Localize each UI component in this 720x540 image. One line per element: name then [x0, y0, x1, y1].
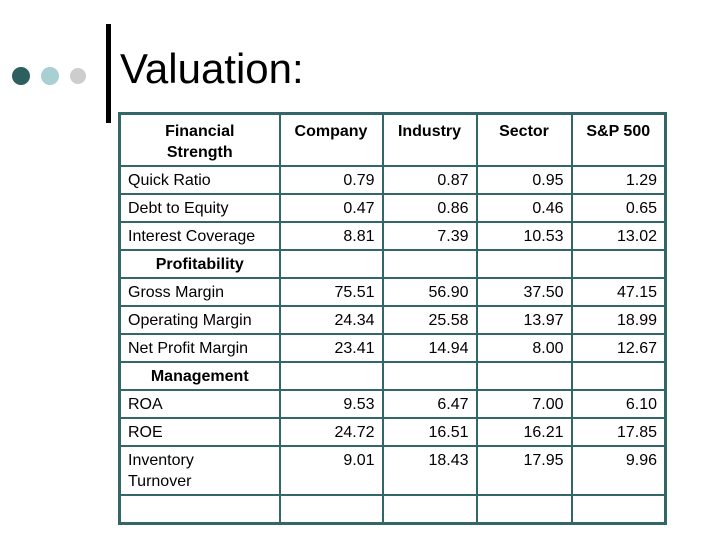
- valuation-table-container: Financial Strength Company Industry Sect…: [118, 112, 667, 525]
- cell-value: [381, 361, 478, 391]
- section-row: Profitability: [118, 249, 667, 279]
- column-header-sector: Sector: [475, 112, 573, 167]
- cell-value: [278, 361, 384, 391]
- row-label: ROE: [118, 417, 281, 447]
- cell-value: 12.67: [570, 333, 667, 363]
- cell-value: [570, 249, 667, 279]
- column-header-industry: Industry: [381, 112, 478, 167]
- cell-value: [381, 249, 478, 279]
- table-body: Quick Ratio 0.79 0.87 0.95 1.29 Debt to Equit…: [118, 165, 667, 524]
- cell-value: [475, 494, 573, 524]
- cell-value: 17.95: [475, 445, 573, 496]
- cell-value: 24.72: [278, 417, 384, 447]
- cell-value: 16.51: [381, 417, 478, 447]
- cell-value: 23.41: [278, 333, 384, 363]
- cell-value: 18.43: [381, 445, 478, 496]
- cell-value: 0.86: [381, 193, 478, 223]
- header-row: Financial Strength Company Industry Sect…: [118, 112, 667, 167]
- row-label: [118, 494, 281, 524]
- cell-value: 0.95: [475, 165, 573, 195]
- cell-value: [278, 494, 384, 524]
- cell-value: 0.46: [475, 193, 573, 223]
- cell-value: 0.47: [278, 193, 384, 223]
- cell-value: [475, 361, 573, 391]
- table-row: Debt to Equity 0.47 0.86 0.46 0.65: [118, 193, 667, 223]
- cell-value: 37.50: [475, 277, 573, 307]
- cell-value: 7.39: [381, 221, 478, 251]
- column-header-sp500: S&P 500: [570, 112, 667, 167]
- cell-value: 0.87: [381, 165, 478, 195]
- section-row: Management: [118, 361, 667, 391]
- valuation-table: Financial Strength Company Industry Sect…: [118, 112, 667, 525]
- row-label: Operating Margin: [118, 305, 281, 335]
- row-label: Interest Coverage: [118, 221, 281, 251]
- cell-value: 25.58: [381, 305, 478, 335]
- cell-value: 0.79: [278, 165, 384, 195]
- cell-value: 18.99: [570, 305, 667, 335]
- cell-value: 24.34: [278, 305, 384, 335]
- cell-value: 13.97: [475, 305, 573, 335]
- page-title: Valuation:: [120, 45, 304, 92]
- cell-value: [278, 249, 384, 279]
- column-header-company: Company: [278, 112, 384, 167]
- cell-value: 1.29: [570, 165, 667, 195]
- table-row: ROE 24.72 16.51 16.21 17.85: [118, 417, 667, 447]
- cell-value: 8.81: [278, 221, 384, 251]
- cell-value: 9.53: [278, 389, 384, 419]
- table-row: Quick Ratio 0.79 0.87 0.95 1.29: [118, 165, 667, 195]
- cell-value: 13.02: [570, 221, 667, 251]
- row-label: Quick Ratio: [118, 165, 281, 195]
- table-row: Gross Margin 75.51 56.90 37.50 47.15: [118, 277, 667, 307]
- table-header: Financial Strength Company Industry Sect…: [118, 112, 667, 167]
- empty-row: [118, 494, 667, 524]
- cell-value: 6.10: [570, 389, 667, 419]
- cell-value: 9.01: [278, 445, 384, 496]
- dark-teal-circle-icon: [12, 67, 30, 85]
- table-row: Inventory Turnover 9.01 18.43 17.95 9.96: [118, 445, 667, 496]
- cell-value: 7.00: [475, 389, 573, 419]
- cell-value: 0.65: [570, 193, 667, 223]
- row-label: ROA: [118, 389, 281, 419]
- row-label: Debt to Equity: [118, 193, 281, 223]
- cell-value: 47.15: [570, 277, 667, 307]
- decor-bullets: [12, 67, 86, 85]
- cell-value: 6.47: [381, 389, 478, 419]
- vertical-accent-bar: [106, 24, 111, 123]
- table-row: Net Profit Margin 23.41 14.94 8.00 12.67: [118, 333, 667, 363]
- cell-value: 9.96: [570, 445, 667, 496]
- light-teal-circle-icon: [41, 67, 59, 85]
- cell-value: 14.94: [381, 333, 478, 363]
- cell-value: 17.85: [570, 417, 667, 447]
- cell-value: [475, 249, 573, 279]
- cell-value: [570, 361, 667, 391]
- row-label: Gross Margin: [118, 277, 281, 307]
- table-row: Interest Coverage 8.81 7.39 10.53 13.02: [118, 221, 667, 251]
- cell-value: [381, 494, 478, 524]
- cell-value: 16.21: [475, 417, 573, 447]
- cell-value: 10.53: [475, 221, 573, 251]
- cell-value: 8.00: [475, 333, 573, 363]
- cell-value: 75.51: [278, 277, 384, 307]
- cell-value: 56.90: [381, 277, 478, 307]
- row-label: Inventory Turnover: [118, 445, 281, 496]
- table-row: Operating Margin 24.34 25.58 13.97 18.99: [118, 305, 667, 335]
- row-label: Net Profit Margin: [118, 333, 281, 363]
- table-row: ROA 9.53 6.47 7.00 6.10: [118, 389, 667, 419]
- column-header-financial-strength: Financial Strength: [118, 112, 281, 167]
- section-header: Management: [118, 361, 281, 391]
- section-header: Profitability: [118, 249, 281, 279]
- cell-value: [570, 494, 667, 524]
- gray-circle-icon: [70, 68, 86, 84]
